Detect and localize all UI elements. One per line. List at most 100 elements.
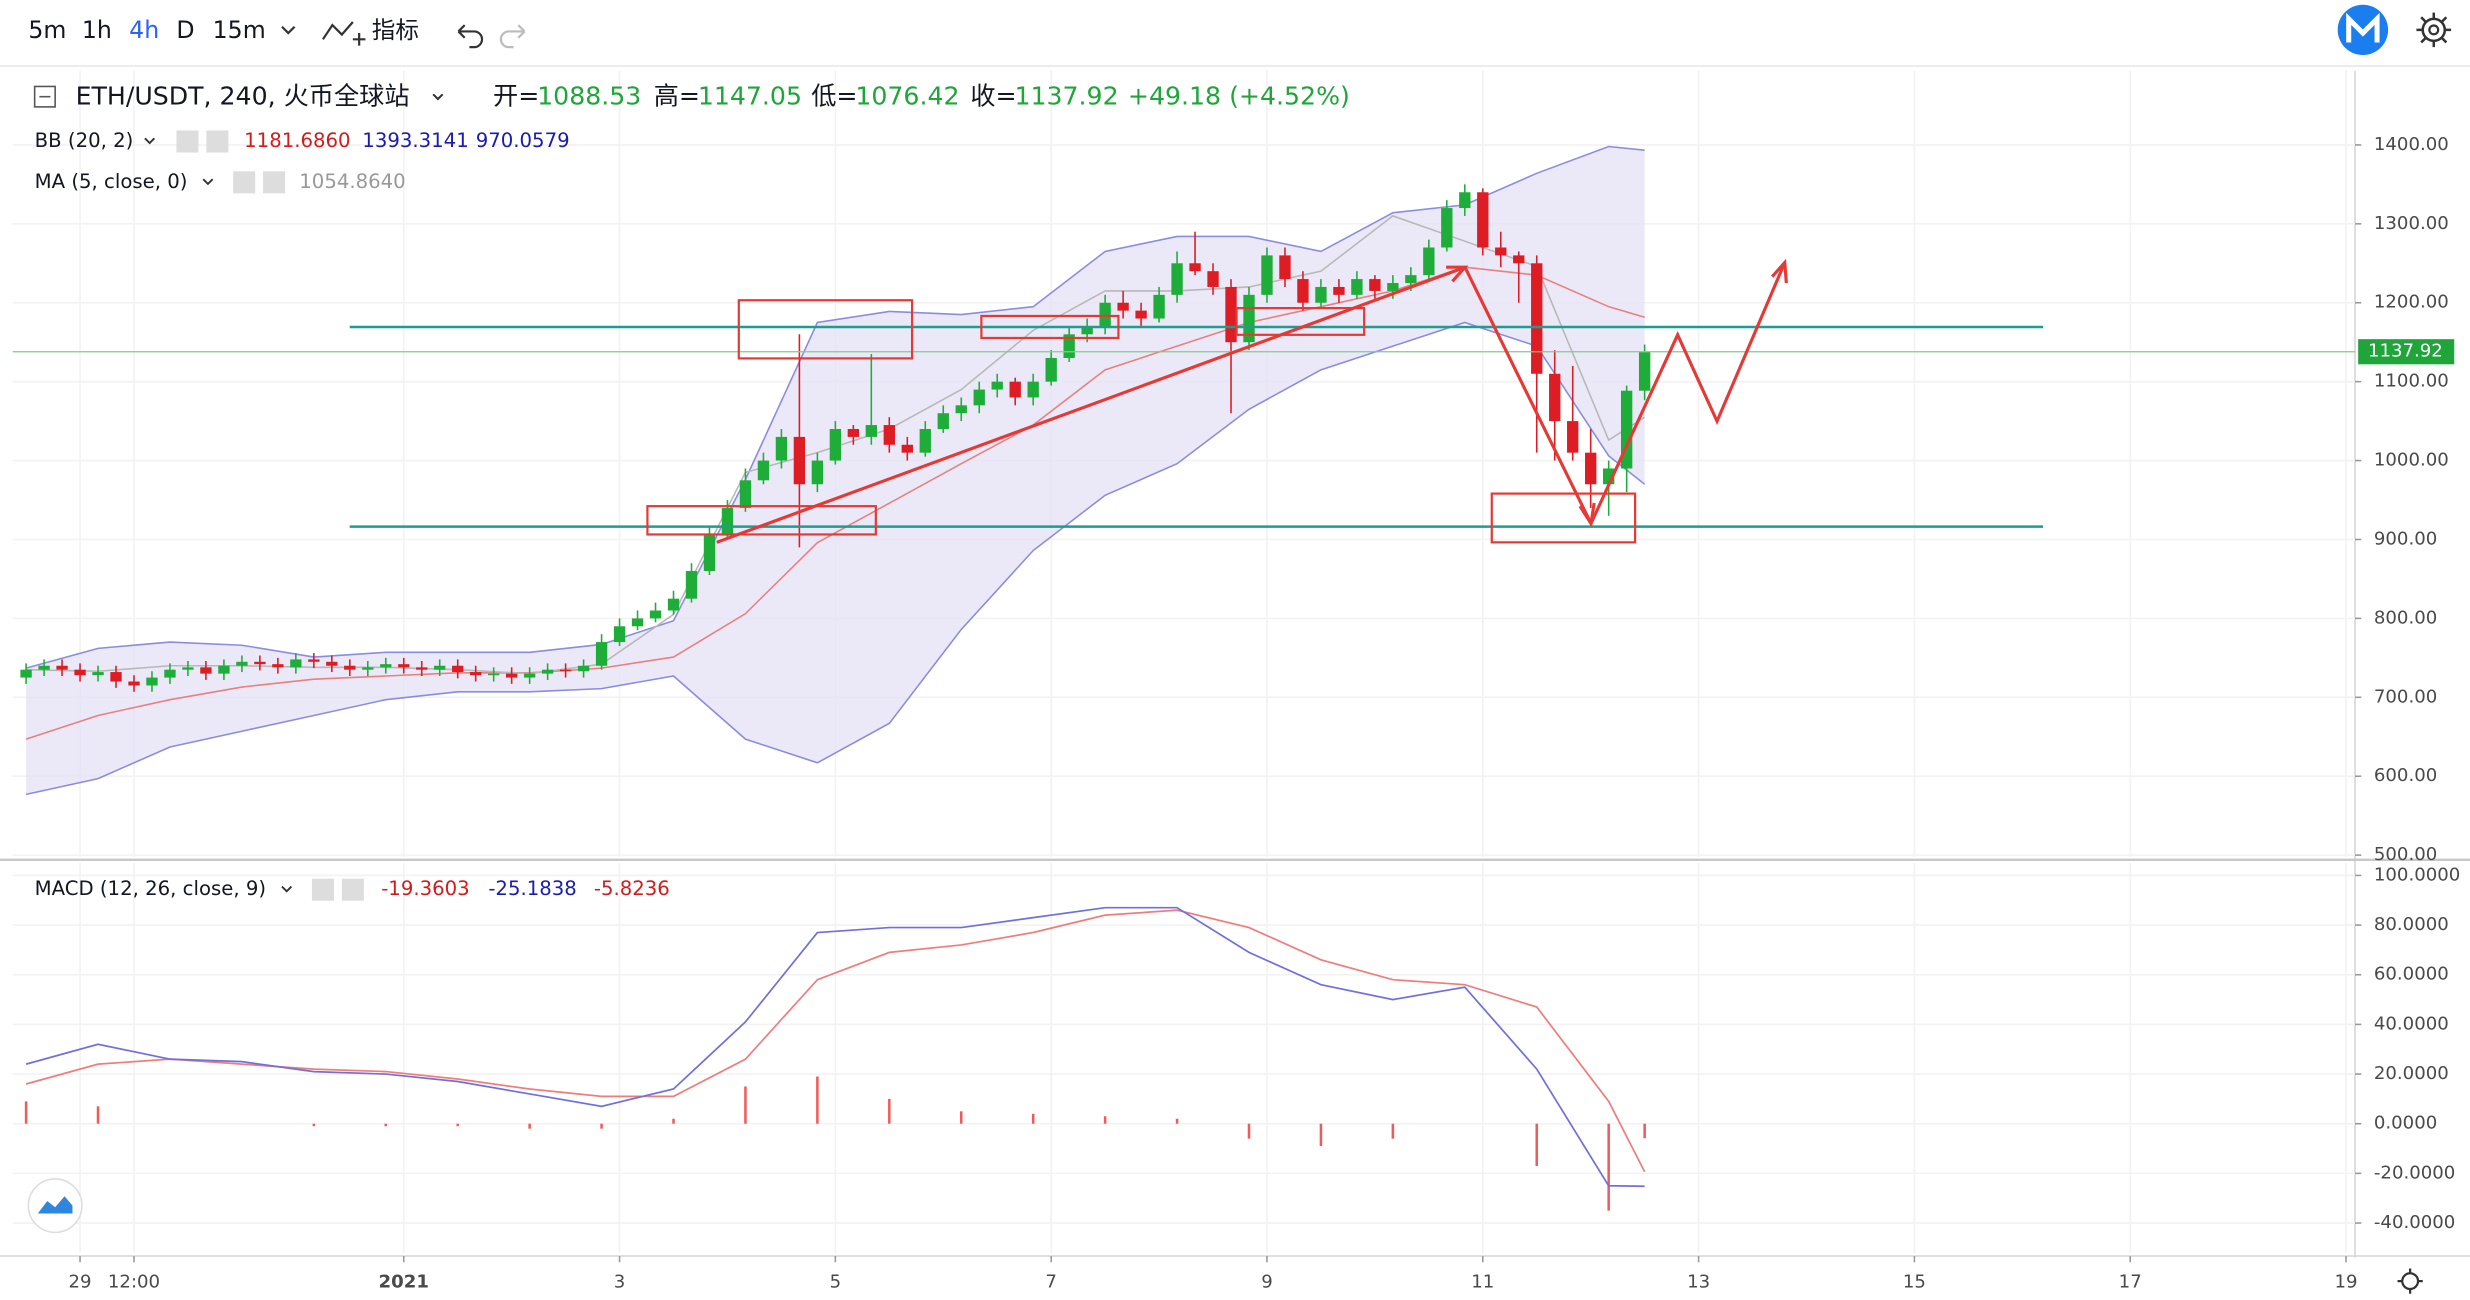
floating-button[interactable]: [27, 1178, 83, 1234]
interval-button[interactable]: 4h: [129, 16, 159, 44]
indicator-label: MA (5, close, 0): [35, 170, 188, 193]
interval-button[interactable]: 15m: [213, 16, 266, 44]
y-tick-label: 1400.00: [2374, 134, 2449, 155]
candle-body: [613, 626, 626, 643]
candle-body: [308, 659, 320, 662]
interval-dropdown[interactable]: [281, 25, 296, 35]
candle-body: [344, 665, 356, 670]
remove-button[interactable]: [341, 878, 364, 901]
indicator-dropdown[interactable]: [144, 137, 156, 145]
ohlc-label: 开=: [493, 81, 539, 110]
interval-button[interactable]: D: [176, 16, 194, 44]
candle-body: [955, 405, 967, 414]
candle-body: [1459, 192, 1471, 209]
drawings: [349, 258, 2044, 544]
candle-body: [1585, 452, 1597, 485]
candle-body: [847, 429, 860, 437]
change-value: +49.18 (+4.52%): [1128, 81, 1350, 110]
x-tick-label: 29: [69, 1272, 92, 1293]
bb-line: [25, 145, 1645, 669]
candle-body: [883, 425, 895, 445]
candle-body: [757, 460, 770, 481]
candle-body: [1189, 263, 1201, 272]
candle-body: [92, 672, 104, 676]
x-tick-label: 19: [2334, 1272, 2357, 1293]
candle-body: [901, 444, 913, 453]
candle-body: [1297, 279, 1309, 303]
candle-body: [1027, 381, 1039, 398]
candle-body: [523, 673, 536, 678]
indicator-dropdown[interactable]: [202, 178, 214, 186]
axis-settings-button[interactable]: [2397, 1268, 2423, 1294]
x-tick-label: 11: [1471, 1272, 1494, 1293]
trend-arrow[interactable]: [1463, 266, 1593, 525]
legend: ETH/USDT, 240, 火币全球站 开= 1088.53 高= 1147.…: [33, 81, 1350, 901]
indicator-icon[interactable]: [322, 21, 366, 46]
candle-body: [937, 413, 949, 430]
highlight-box[interactable]: [1490, 492, 1637, 544]
arrow-head: [1770, 258, 1788, 284]
candle-body: [1495, 247, 1507, 256]
symbol-dropdown[interactable]: [432, 93, 444, 101]
undo-button[interactable]: [457, 24, 484, 49]
remove-button[interactable]: [206, 130, 229, 153]
candle-body: [577, 665, 590, 672]
candle-body: [470, 672, 482, 676]
candle-body: [254, 661, 266, 665]
candle-body: [1243, 294, 1255, 343]
redo-button[interactable]: [499, 24, 526, 49]
settings-icon: [2421, 17, 2447, 43]
last-price-label: 1137.92: [2368, 341, 2443, 362]
candle-body: [649, 610, 662, 619]
candle-body: [452, 665, 464, 673]
settings-button[interactable]: [2416, 12, 2452, 48]
x-tick-label: 15: [1903, 1272, 1926, 1293]
floating-button-bg: [27, 1178, 83, 1234]
indicators-button[interactable]: 指标: [372, 16, 419, 44]
visibility-button[interactable]: [176, 130, 199, 153]
candle-body: [128, 681, 140, 686]
y-tick-label: 60.0000: [2374, 964, 2449, 985]
candle-body: [488, 673, 500, 676]
y-tick-label: 1000.00: [2374, 450, 2449, 471]
highlight-box[interactable]: [980, 314, 1120, 340]
candle-body: [272, 664, 284, 668]
collapse-button[interactable]: [33, 85, 56, 108]
candle-body: [1423, 247, 1435, 276]
y-tick-label: 100.0000: [2374, 864, 2460, 885]
candle-body: [685, 571, 698, 599]
candle-body: [1477, 192, 1489, 248]
remove-button[interactable]: [263, 171, 286, 194]
candle-body: [110, 672, 122, 682]
y-tick-label: -20.0000: [2374, 1162, 2455, 1183]
macd-line: [25, 909, 1646, 1173]
candle-body: [416, 667, 428, 670]
candle-body: [1063, 334, 1075, 358]
y-tick-label: -40.0000: [2374, 1212, 2455, 1233]
indicator-value: -25.1838: [488, 877, 576, 900]
interval-button[interactable]: 5m: [28, 16, 66, 44]
ohlc-value: 1076.42: [855, 81, 959, 110]
axis-settings-icon: [2397, 1268, 2423, 1294]
candle-body: [739, 480, 752, 508]
indicator-value: -5.8236: [594, 877, 670, 900]
visibility-button[interactable]: [233, 171, 256, 194]
highlight-box[interactable]: [646, 505, 877, 536]
candle-body: [595, 642, 608, 666]
x-tick-label: 5: [830, 1272, 842, 1293]
projection-arrow[interactable]: [1589, 261, 1787, 525]
indicator-dropdown[interactable]: [281, 885, 293, 893]
y-tick-label: 900.00: [2374, 528, 2437, 549]
candle-body: [1513, 255, 1525, 264]
candle-body: [218, 665, 230, 674]
trend-arrow[interactable]: [716, 265, 1466, 544]
visibility-button[interactable]: [311, 878, 334, 901]
candle-body: [434, 665, 446, 670]
candle-body: [56, 665, 68, 670]
highlight-box[interactable]: [1235, 307, 1366, 336]
candle-body: [1009, 381, 1021, 398]
highlight-box[interactable]: [737, 299, 914, 360]
interval-button[interactable]: 1h: [82, 16, 112, 44]
indicator-value: 1393.3141: [362, 129, 468, 152]
candle-body: [631, 618, 644, 627]
